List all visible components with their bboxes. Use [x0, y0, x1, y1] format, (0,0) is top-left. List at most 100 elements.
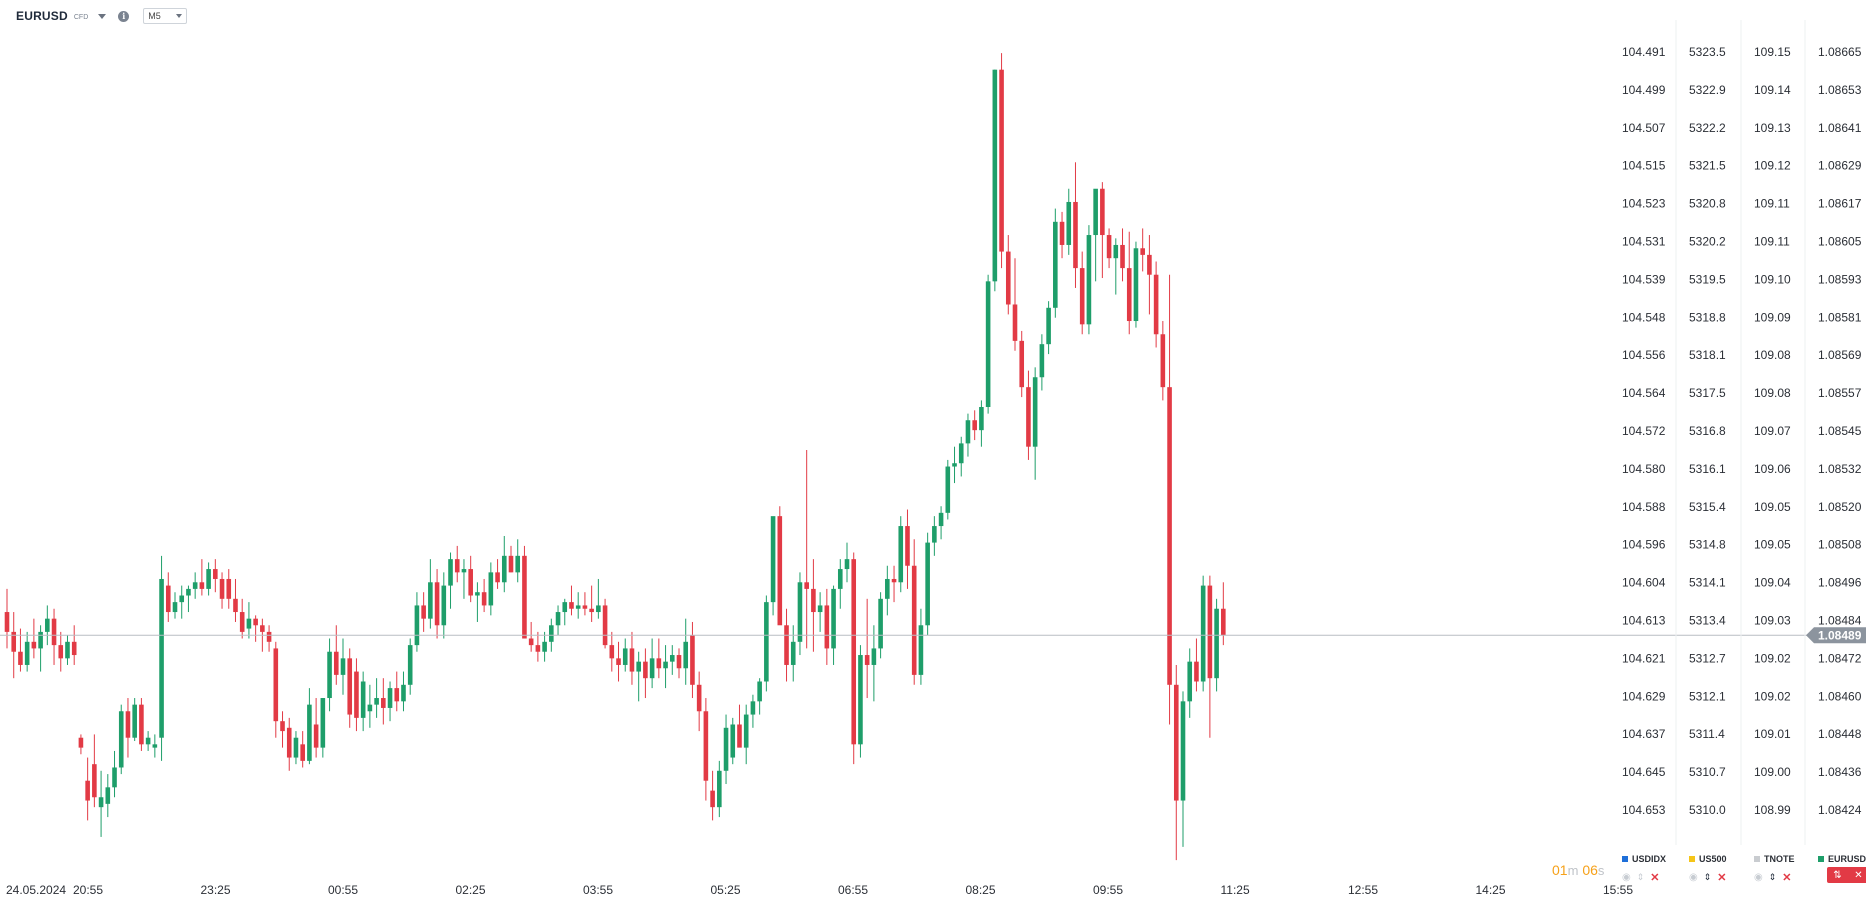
candle-body	[582, 605, 588, 609]
move-arrows-icon[interactable]: ⇕	[1703, 872, 1712, 882]
candle-style-icon[interactable]: ⇅	[1833, 869, 1842, 881]
overlay-legend-usdidx[interactable]: USDIDX	[1622, 854, 1666, 864]
candle	[360, 671, 366, 732]
overlay-legend-us500[interactable]: US500	[1689, 854, 1727, 864]
candle-body	[266, 631, 272, 642]
candle	[582, 592, 588, 616]
price-tick-label: 104.580	[1622, 462, 1666, 476]
candle	[293, 731, 299, 765]
candle	[656, 638, 662, 679]
candle-body	[239, 612, 245, 632]
candle	[1173, 664, 1179, 861]
visibility-eye-icon[interactable]: ◉	[1689, 872, 1698, 883]
price-tick-label: 104.596	[1622, 538, 1666, 552]
candle-body	[300, 744, 305, 761]
price-tick-label: 5312.1	[1689, 689, 1726, 703]
candle-body	[1086, 235, 1092, 325]
symbol-label[interactable]: EURUSD	[16, 9, 68, 23]
overlay-legend-eurusd[interactable]: EURUSD	[1818, 854, 1866, 864]
candle-body	[65, 641, 70, 659]
price-tick-label: 5316.8	[1689, 424, 1726, 438]
price-tick-label: 109.00	[1754, 765, 1791, 779]
candle	[784, 608, 789, 682]
candle	[790, 625, 796, 682]
candle-body	[965, 420, 971, 444]
candle-body	[394, 688, 400, 702]
move-arrows-icon[interactable]: ⇕	[1636, 872, 1645, 882]
candle	[918, 608, 924, 685]
candle	[817, 592, 823, 632]
candle-body	[85, 780, 90, 801]
candle	[1066, 188, 1072, 255]
price-tick-label: 109.09	[1754, 310, 1791, 324]
x-tick-label: 02:25	[456, 883, 486, 897]
candle-body	[387, 688, 393, 708]
price-tick-label: 104.507	[1622, 121, 1666, 135]
price-tick-label: 5314.1	[1689, 576, 1726, 590]
candle-body	[932, 526, 937, 543]
visibility-eye-icon[interactable]: ◉	[1622, 872, 1631, 883]
candle-body	[179, 595, 185, 603]
candle-body	[979, 407, 984, 431]
candle	[441, 572, 447, 639]
candle	[844, 542, 850, 583]
candle	[871, 625, 877, 702]
price-tick-label: 1.08520	[1818, 500, 1862, 514]
candle	[192, 572, 198, 599]
overlay-legend-tnote[interactable]: TNOTE	[1754, 854, 1795, 864]
candle	[824, 588, 830, 665]
candle	[118, 704, 124, 775]
move-arrows-icon[interactable]: ⇕	[1768, 872, 1777, 882]
candle	[1187, 648, 1193, 718]
usdidx-controls: ◉ ⇕ ✕	[1622, 871, 1660, 884]
candle-body	[770, 516, 776, 603]
symbol-dropdown-chevron-icon[interactable]	[98, 13, 107, 19]
candle	[206, 562, 211, 596]
remove-close-icon[interactable]: ✕	[1717, 872, 1727, 884]
candle-body	[92, 764, 97, 798]
price-tick-label: 1.08472	[1818, 651, 1862, 665]
candle	[898, 516, 904, 593]
candle	[683, 618, 689, 685]
candle-body	[293, 737, 299, 758]
info-icon[interactable]: i	[118, 10, 130, 22]
candle	[495, 559, 500, 589]
candle-body	[542, 641, 547, 652]
candle	[878, 592, 883, 659]
candle-body	[1073, 201, 1078, 269]
timeframe-select[interactable]: M5	[143, 8, 188, 24]
candle-body	[764, 602, 769, 682]
candle	[213, 559, 218, 593]
candle	[1039, 334, 1045, 391]
price-tick-label: 5322.2	[1689, 121, 1726, 135]
tnote-controls: ◉ ⇕ ✕	[1754, 871, 1792, 884]
remove-close-icon[interactable]: ✕	[1650, 872, 1660, 884]
visibility-eye-icon[interactable]: ◉	[1754, 872, 1763, 883]
candle	[1140, 228, 1145, 272]
candle	[1012, 258, 1018, 351]
candle-body	[448, 559, 453, 586]
candle-body	[663, 661, 668, 669]
price-tick-label: 109.05	[1754, 500, 1791, 514]
candle-body	[213, 569, 218, 579]
candle	[710, 770, 715, 821]
candle-body	[246, 618, 252, 629]
candle-body	[784, 625, 789, 665]
candle-body	[280, 721, 285, 732]
candle-body	[636, 661, 641, 672]
candle	[78, 734, 84, 755]
candle-body	[18, 651, 23, 665]
candle-body	[918, 625, 924, 675]
candle-body	[320, 698, 326, 748]
candle	[1059, 211, 1065, 259]
price-tick-label: 109.07	[1754, 424, 1791, 438]
candle	[145, 731, 151, 751]
candle-body	[1180, 701, 1186, 801]
remove-close-icon[interactable]: ✕	[1854, 869, 1863, 881]
remove-close-icon[interactable]: ✕	[1782, 872, 1792, 884]
instrument-type-label: CFD	[73, 14, 89, 21]
candle	[51, 608, 57, 665]
candle	[811, 559, 816, 652]
candle-body	[421, 605, 426, 619]
